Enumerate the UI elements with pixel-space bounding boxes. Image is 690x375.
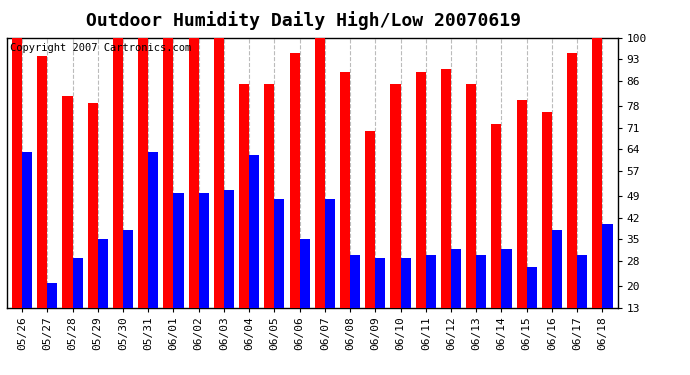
Bar xyxy=(214,38,224,348)
Bar xyxy=(299,239,310,348)
Bar xyxy=(350,255,360,348)
Bar xyxy=(275,199,284,348)
Bar xyxy=(577,255,587,348)
Bar xyxy=(173,193,184,348)
Text: Copyright 2007 Cartronics.com: Copyright 2007 Cartronics.com xyxy=(10,43,191,53)
Bar xyxy=(476,255,486,348)
Bar xyxy=(491,124,502,348)
Bar xyxy=(98,239,108,348)
Bar xyxy=(375,258,386,348)
Bar xyxy=(517,100,526,348)
Bar xyxy=(188,38,199,348)
Bar xyxy=(441,69,451,348)
Bar xyxy=(290,53,299,348)
Bar xyxy=(542,112,552,348)
Bar xyxy=(12,38,22,348)
Bar xyxy=(315,38,325,348)
Bar xyxy=(400,258,411,348)
Bar xyxy=(325,199,335,348)
Bar xyxy=(502,249,511,348)
Bar xyxy=(552,230,562,348)
Bar xyxy=(72,258,83,348)
Bar xyxy=(567,53,577,348)
Bar xyxy=(526,267,537,348)
Bar xyxy=(592,38,602,348)
Bar xyxy=(148,152,158,348)
Bar xyxy=(602,224,613,348)
Bar xyxy=(48,283,57,348)
Bar xyxy=(391,84,400,348)
Bar xyxy=(62,96,72,348)
Bar xyxy=(123,230,133,348)
Bar xyxy=(138,38,148,348)
Bar xyxy=(365,130,375,348)
Bar xyxy=(239,84,249,348)
Bar xyxy=(264,84,275,348)
Bar xyxy=(451,249,461,348)
Bar xyxy=(199,193,209,348)
Bar xyxy=(224,190,234,348)
Bar xyxy=(466,84,476,348)
Bar xyxy=(37,56,48,348)
Bar xyxy=(22,152,32,348)
Bar xyxy=(340,72,350,348)
Text: Outdoor Humidity Daily High/Low 20070619: Outdoor Humidity Daily High/Low 20070619 xyxy=(86,11,521,30)
Bar xyxy=(164,38,173,348)
Bar xyxy=(249,155,259,348)
Bar xyxy=(415,72,426,348)
Bar xyxy=(426,255,436,348)
Bar xyxy=(113,38,123,348)
Bar xyxy=(88,103,98,348)
